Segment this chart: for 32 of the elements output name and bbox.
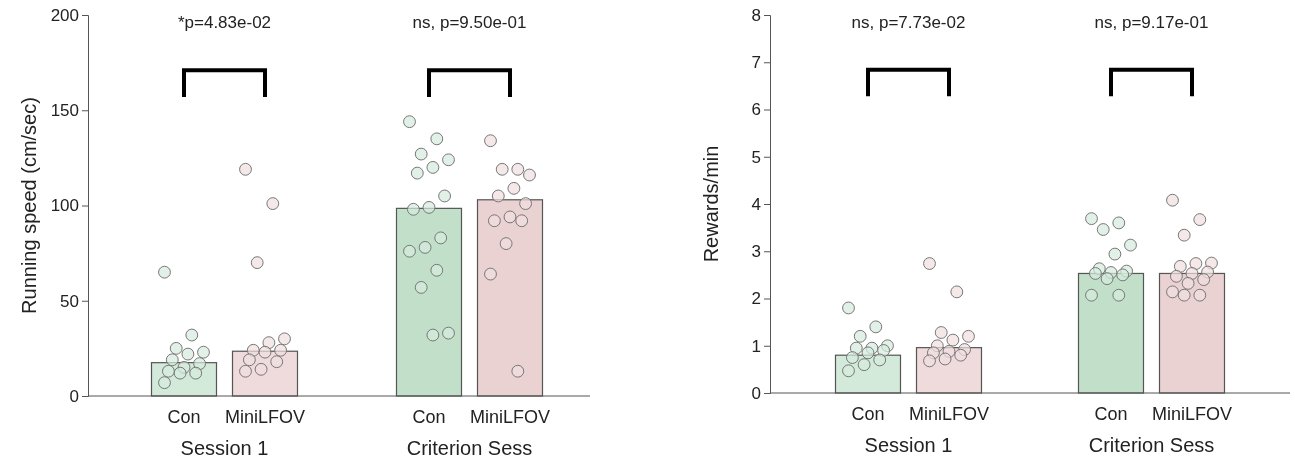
x-tick-label: Con: [412, 407, 446, 427]
annotation: ns, p=9.50e-01: [412, 13, 527, 33]
y-axis-title: Running speed (cm/sec): [18, 97, 40, 314]
y-tick-label: 6: [751, 100, 761, 120]
x-axis-title: Criterion Sess: [1088, 434, 1215, 456]
annotation: *p=4.83e-02: [177, 13, 272, 33]
x-tick-label: Con: [167, 407, 201, 427]
y-tick-label: 4: [751, 194, 761, 214]
x-tick-label: MiniLFOV: [469, 407, 551, 427]
annotation: ns, p=7.73e-02: [851, 12, 966, 32]
y-tick-label: 0: [69, 386, 79, 406]
y-tick-label: 150: [50, 101, 79, 121]
x-axis-title: Session 1: [864, 434, 953, 456]
y-tick-label: 7: [751, 53, 761, 73]
y-tick-label: 0: [751, 383, 761, 403]
y-tick-label: 1: [751, 336, 761, 356]
x-tick-label: MiniLFOV: [1151, 404, 1233, 424]
annotation: ns, p=9.17e-01: [1094, 12, 1209, 32]
x-tick-label: Con: [1094, 404, 1128, 424]
y-tick-label: 3: [751, 242, 761, 262]
y-tick-label: 50: [60, 291, 79, 311]
y-tick-label: 200: [50, 5, 79, 25]
x-axis-title: Criterion Sess: [406, 437, 533, 459]
x-tick-label: MiniLFOV: [224, 407, 306, 427]
x-axis-title: Session 1: [180, 437, 269, 459]
y-tick-label: 5: [751, 147, 761, 167]
y-tick-label: 100: [50, 196, 79, 216]
y-axis-title: Rewards/min: [700, 145, 722, 263]
y-tick-label: 2: [751, 289, 761, 309]
y-tick-label: 8: [751, 5, 761, 25]
x-tick-label: Con: [851, 404, 885, 424]
x-tick-label: MiniLFOV: [908, 404, 990, 424]
